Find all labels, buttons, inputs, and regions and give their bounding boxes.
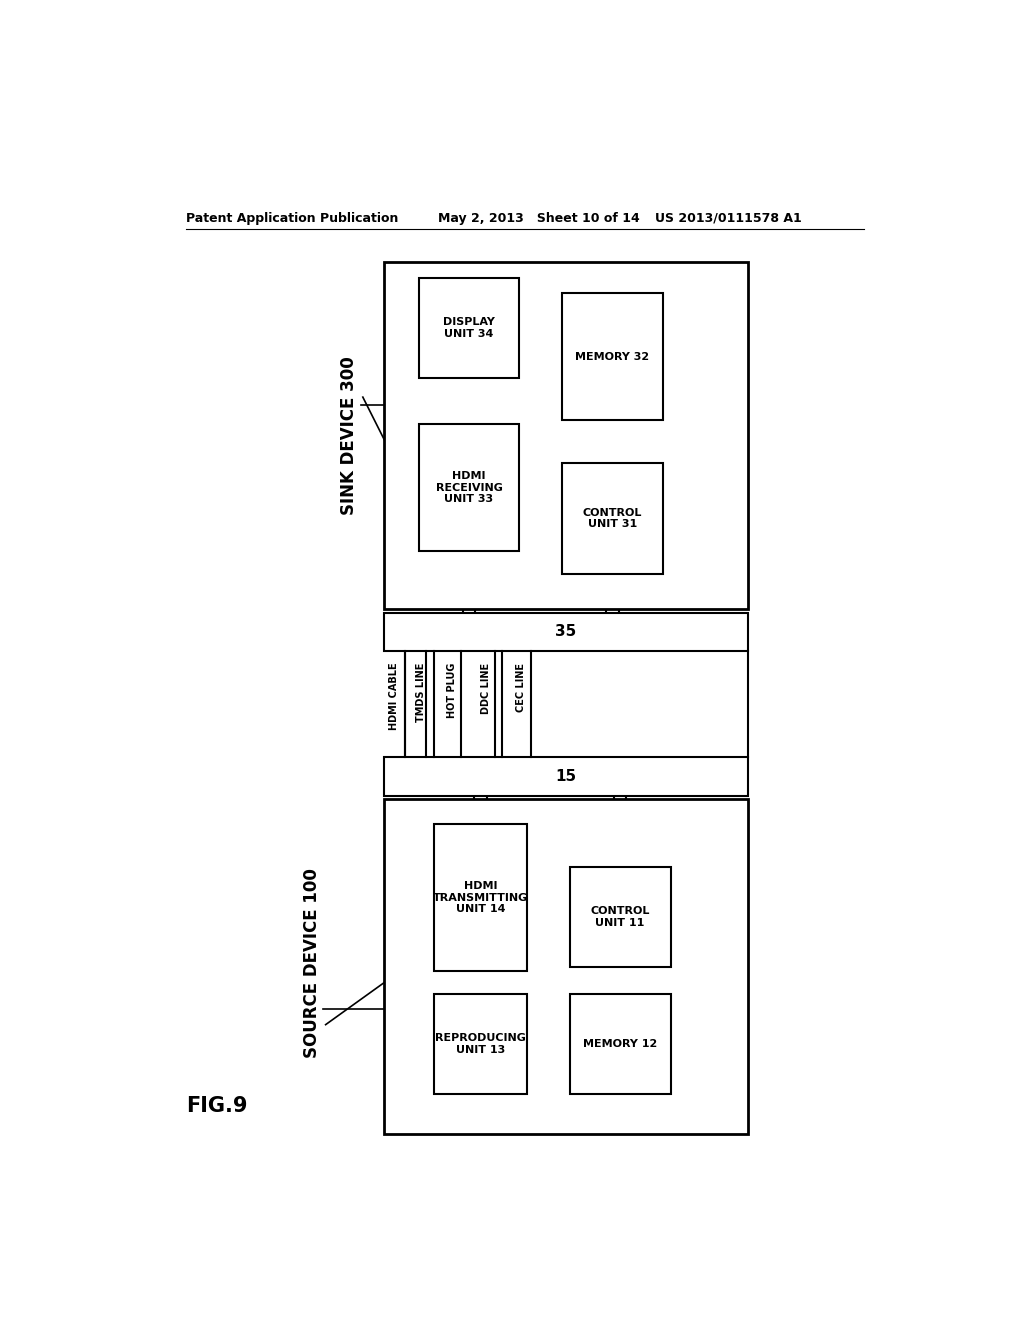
Text: DISPLAY
UNIT 34: DISPLAY UNIT 34 bbox=[443, 317, 495, 339]
Text: MEMORY 12: MEMORY 12 bbox=[583, 1039, 657, 1049]
Text: TMDS LINE: TMDS LINE bbox=[417, 663, 426, 722]
Bar bbox=[434, 825, 527, 970]
Text: REPRODUCING
UNIT 13: REPRODUCING UNIT 13 bbox=[435, 1034, 526, 1055]
Bar bbox=[384, 263, 748, 609]
Text: SINK DEVICE 300: SINK DEVICE 300 bbox=[340, 356, 357, 515]
Text: CONTROL
UNIT 31: CONTROL UNIT 31 bbox=[583, 508, 642, 529]
Text: 15: 15 bbox=[555, 770, 577, 784]
Text: FIG.9: FIG.9 bbox=[186, 1096, 248, 1115]
Bar bbox=[384, 799, 748, 1134]
Bar bbox=[569, 994, 671, 1094]
Bar bbox=[419, 277, 519, 378]
Text: SOURCE DEVICE 100: SOURCE DEVICE 100 bbox=[303, 869, 321, 1059]
Text: DDC LINE: DDC LINE bbox=[480, 663, 490, 714]
Text: HDMI
TRANSMITTING
UNIT 14: HDMI TRANSMITTING UNIT 14 bbox=[433, 880, 528, 915]
Text: CONTROL
UNIT 11: CONTROL UNIT 11 bbox=[591, 906, 650, 928]
Bar bbox=[384, 612, 748, 651]
Bar bbox=[384, 758, 748, 796]
Text: May 2, 2013   Sheet 10 of 14: May 2, 2013 Sheet 10 of 14 bbox=[438, 213, 640, 224]
Bar bbox=[434, 994, 527, 1094]
Text: US 2013/0111578 A1: US 2013/0111578 A1 bbox=[655, 213, 802, 224]
Bar bbox=[562, 293, 663, 420]
Bar bbox=[569, 867, 671, 966]
Text: 35: 35 bbox=[555, 624, 577, 639]
Text: MEMORY 32: MEMORY 32 bbox=[575, 351, 649, 362]
Text: HOT PLUG: HOT PLUG bbox=[447, 663, 458, 718]
Text: Patent Application Publication: Patent Application Publication bbox=[186, 213, 398, 224]
Text: HDMI CABLE: HDMI CABLE bbox=[389, 663, 399, 730]
Text: CEC LINE: CEC LINE bbox=[515, 663, 525, 711]
Bar bbox=[562, 462, 663, 574]
Bar bbox=[419, 424, 519, 552]
Text: HDMI
RECEIVING
UNIT 33: HDMI RECEIVING UNIT 33 bbox=[435, 471, 503, 504]
